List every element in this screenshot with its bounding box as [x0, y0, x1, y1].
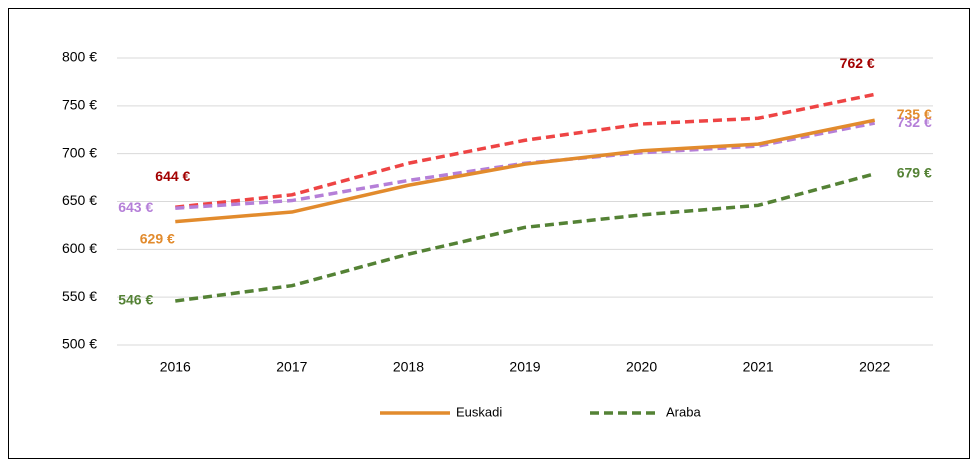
series-line: [175, 118, 876, 224]
y-tick-label: 750 €: [62, 97, 97, 113]
y-tick-label: 550 €: [62, 288, 97, 304]
data-label: 629 €: [140, 230, 175, 246]
series-line: [175, 92, 876, 209]
x-tick-label: 2019: [509, 359, 540, 375]
x-tick-label: 2017: [276, 359, 307, 375]
y-tick-label: 800 €: [62, 49, 97, 65]
legend-label: Euskadi: [456, 404, 502, 419]
data-label: 546 €: [118, 292, 153, 308]
x-tick-label: 2022: [859, 359, 890, 375]
data-label: 735 €: [897, 106, 932, 122]
data-label: 762 €: [840, 55, 875, 71]
y-tick-label: 700 €: [62, 144, 97, 160]
data-label: 644 €: [155, 168, 190, 184]
series-line: [175, 172, 876, 303]
x-tick-label: 2016: [160, 359, 191, 375]
legend-label: Araba: [666, 404, 701, 419]
x-tick-label: 2020: [626, 359, 657, 375]
data-label: 679 €: [897, 164, 932, 180]
data-label: 732 €: [897, 114, 932, 130]
x-tick-label: 2021: [743, 359, 774, 375]
x-tick-label: 2018: [393, 359, 424, 375]
y-tick-label: 500 €: [62, 336, 97, 352]
y-tick-label: 650 €: [62, 192, 97, 208]
data-label: 643 €: [118, 199, 153, 215]
y-tick-label: 600 €: [62, 240, 97, 256]
